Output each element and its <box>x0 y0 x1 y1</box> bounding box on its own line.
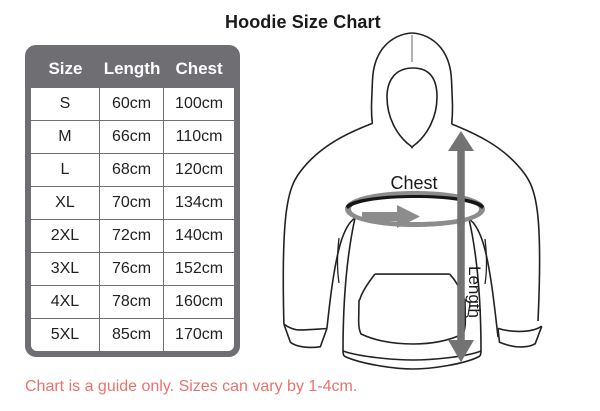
svg-text:Length: Length <box>465 266 484 318</box>
svg-text:Chest: Chest <box>390 173 437 193</box>
